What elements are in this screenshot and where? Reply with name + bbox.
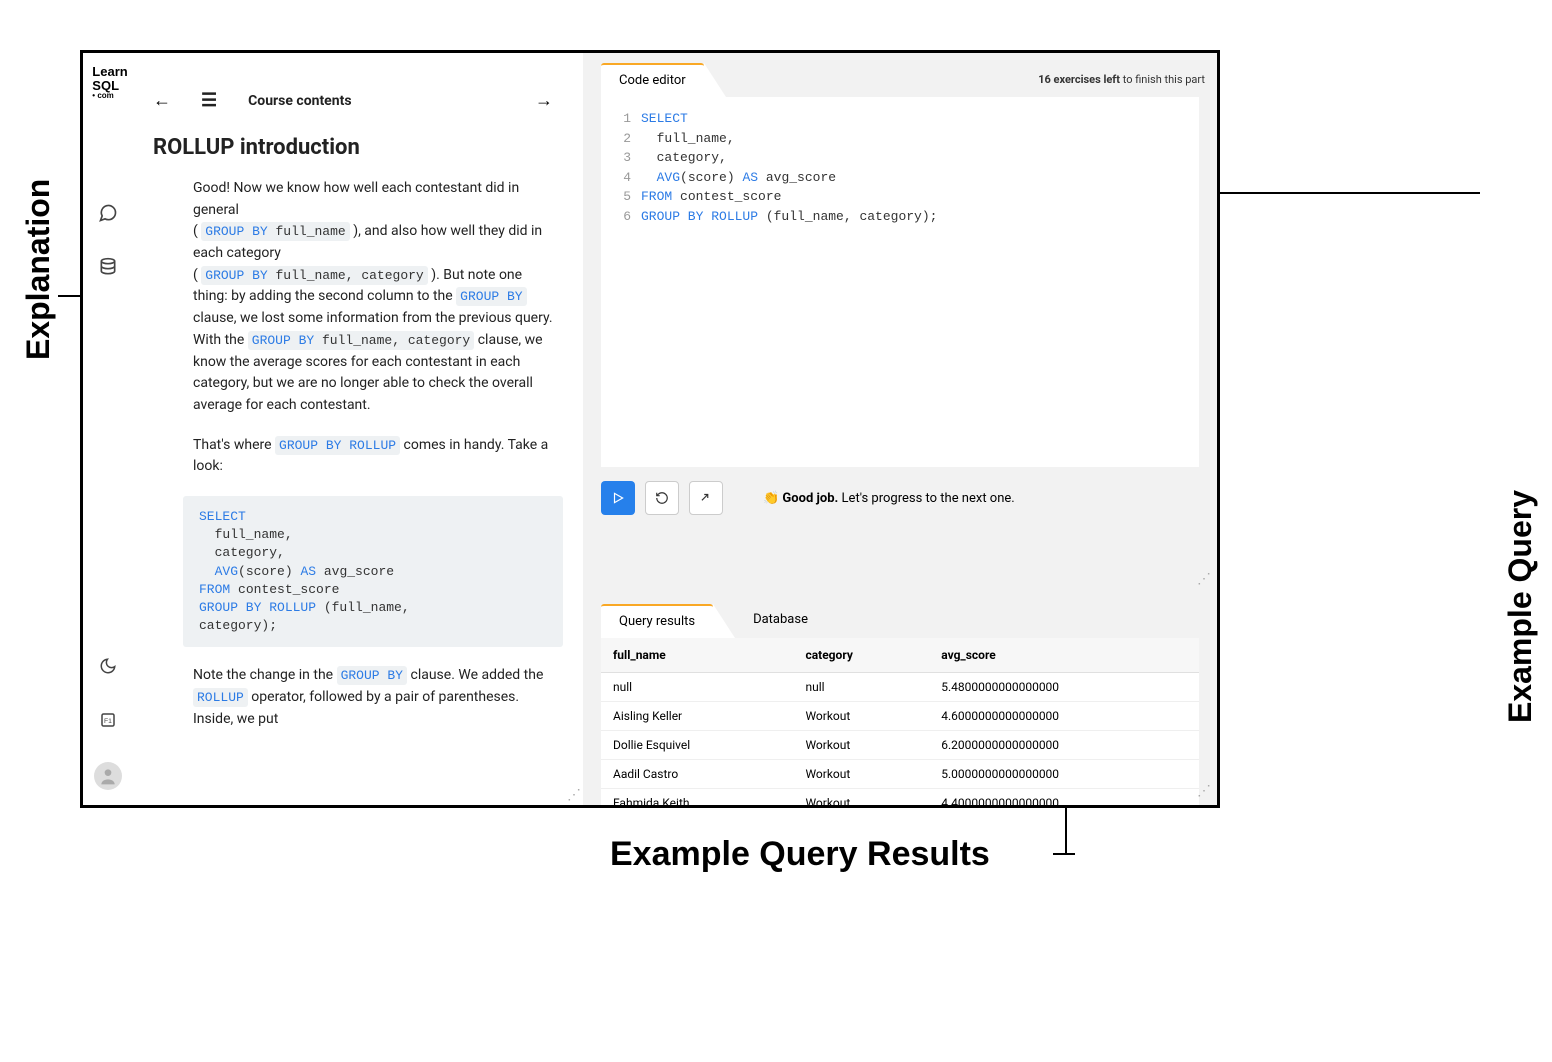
table-row[interactable]: Fahmida KeithWorkout4.4000000000000000 xyxy=(601,789,1199,809)
table-cell: Workout xyxy=(793,702,929,731)
table-cell: Workout xyxy=(793,789,929,809)
progress-indicator: 16 exercises left to finish this part xyxy=(1038,73,1205,86)
table-cell: Fahmida Keith xyxy=(601,789,793,809)
resize-handle-icon[interactable]: ⋰ xyxy=(567,787,581,803)
example-codeblock: SELECT full_name, category, AVG(score) A… xyxy=(183,496,563,647)
table-header-row: full_name category avg_score xyxy=(601,638,1199,673)
moon-icon[interactable] xyxy=(96,654,120,678)
page-title: ROLLUP introduction xyxy=(153,135,553,160)
inline-code: ROLLUP xyxy=(193,688,248,707)
results-tabs: Query results Database xyxy=(601,604,1217,638)
table-cell: null xyxy=(793,673,929,702)
course-nav: ← ☰ Course contents → xyxy=(153,65,553,131)
table-cell: Workout xyxy=(793,760,929,789)
table-cell: Workout xyxy=(793,731,929,760)
table-row[interactable]: Aadil CastroWorkout5.0000000000000000 xyxy=(601,760,1199,789)
annotation-example-query: Example Query xyxy=(1502,490,1539,723)
resize-handle-icon[interactable]: ⋰ xyxy=(1197,783,1211,799)
inline-code: GROUP BY full_name xyxy=(201,222,349,241)
table-cell: 6.2000000000000000 xyxy=(929,731,1199,760)
table-cell: 5.4800000000000000 xyxy=(929,673,1199,702)
feedback-message: 👏 Good job. Let's progress to the next o… xyxy=(763,491,1015,506)
lesson-body: Good! Now we know how well each contesta… xyxy=(193,178,553,730)
table-row[interactable]: nullnull5.4800000000000000 xyxy=(601,673,1199,702)
app-window: Learn SQL • com F1 ← ☰ Course contents →… xyxy=(80,50,1220,808)
col-full-name: full_name xyxy=(601,638,793,673)
table-cell: Aadil Castro xyxy=(601,760,793,789)
annotation-explanation: Explanation xyxy=(20,179,57,360)
inline-code: GROUP BY xyxy=(456,287,526,306)
results-table-container: full_name category avg_score nullnull5.4… xyxy=(601,638,1199,808)
progress-text: to finish this part xyxy=(1120,73,1205,86)
fullscreen-icon[interactable]: F1 xyxy=(96,708,120,732)
annotation-line-bottom-h xyxy=(1053,853,1075,855)
code-editor[interactable]: 123456 SELECT full_name, category, AVG(s… xyxy=(601,97,1199,467)
tab-database[interactable]: Database xyxy=(735,604,826,638)
line-gutter: 123456 xyxy=(601,109,641,455)
tab-decoration xyxy=(713,604,735,638)
text: Good! Now we know how well each contesta… xyxy=(193,180,519,218)
database-icon[interactable] xyxy=(96,255,120,279)
resize-handle-icon[interactable]: ⋰ xyxy=(1197,571,1211,587)
nav-prev-button[interactable]: ← xyxy=(153,90,171,111)
text: Note the change in the xyxy=(193,667,337,683)
menu-icon[interactable]: ☰ xyxy=(201,90,218,111)
col-avg-score: avg_score xyxy=(929,638,1199,673)
feedback-strong: Good job. xyxy=(782,491,838,506)
progress-count: 16 exercises left xyxy=(1038,73,1120,86)
inline-code: GROUP BY full_name, category xyxy=(201,266,427,285)
tab-query-results[interactable]: Query results xyxy=(601,604,713,638)
results-table: full_name category avg_score nullnull5.4… xyxy=(601,638,1199,808)
table-cell: Dollie Esquivel xyxy=(601,731,793,760)
feedback-rest: Let's progress to the next one. xyxy=(838,491,1014,506)
text: That's where xyxy=(193,437,275,453)
text: ( xyxy=(193,223,198,239)
clap-icon: 👏 xyxy=(763,491,779,506)
editor-panel: 16 exercises left to finish this part Co… xyxy=(583,53,1217,593)
run-button[interactable] xyxy=(601,481,635,515)
table-cell: 4.6000000000000000 xyxy=(929,702,1199,731)
reset-button[interactable] xyxy=(645,481,679,515)
tab-code-editor[interactable]: Code editor xyxy=(601,63,704,97)
annotation-results: Example Query Results xyxy=(610,835,990,874)
col-category: category xyxy=(793,638,929,673)
text: clause. We added the xyxy=(410,667,543,683)
table-cell: 4.4000000000000000 xyxy=(929,789,1199,809)
inline-code: GROUP BY full_name, category xyxy=(248,331,474,350)
chat-icon[interactable] xyxy=(96,201,120,225)
explanation-panel: ← ☰ Course contents → ROLLUP introductio… xyxy=(133,53,583,805)
left-rail: Learn SQL • com F1 xyxy=(83,53,133,805)
avatar[interactable] xyxy=(94,762,122,790)
tab-decoration xyxy=(704,63,726,97)
nav-next-button[interactable]: → xyxy=(535,90,553,111)
tab-decoration xyxy=(826,604,848,638)
inline-code: GROUP BY xyxy=(337,666,407,685)
course-contents-label[interactable]: Course contents xyxy=(248,93,351,109)
table-cell: Aisling Keller xyxy=(601,702,793,731)
editor-actions: 👏 Good job. Let's progress to the next o… xyxy=(601,481,1217,515)
code-content[interactable]: SELECT full_name, category, AVG(score) A… xyxy=(641,109,937,455)
text: ( xyxy=(193,267,198,283)
results-panel: Query results Database full_name categor… xyxy=(583,599,1217,805)
logo: Learn SQL • com xyxy=(88,65,127,101)
inline-code: GROUP BY ROLLUP xyxy=(275,436,400,455)
table-cell: null xyxy=(601,673,793,702)
next-button[interactable] xyxy=(689,481,723,515)
svg-text:F1: F1 xyxy=(104,718,112,725)
table-row[interactable]: Dollie EsquivelWorkout6.2000000000000000 xyxy=(601,731,1199,760)
table-row[interactable]: Aisling KellerWorkout4.6000000000000000 xyxy=(601,702,1199,731)
logo-sub: • com xyxy=(92,92,127,100)
table-cell: 5.0000000000000000 xyxy=(929,760,1199,789)
